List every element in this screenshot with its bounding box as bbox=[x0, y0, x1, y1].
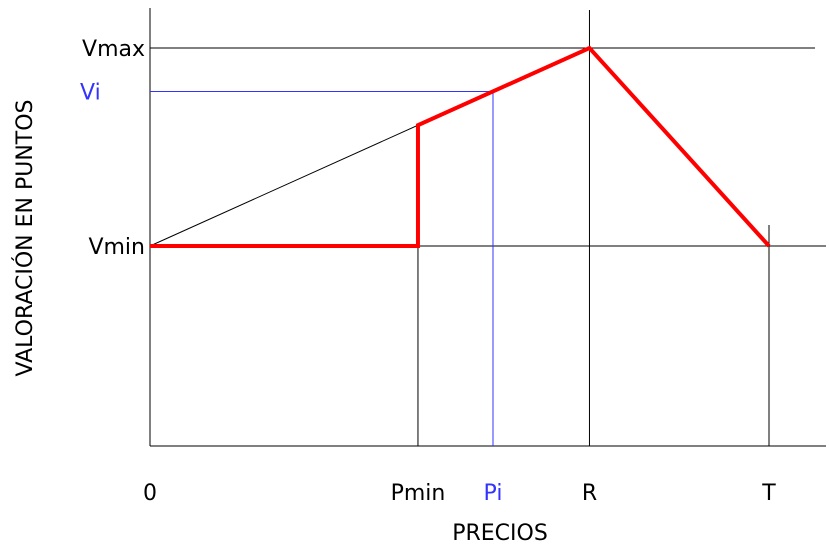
grid-lines bbox=[150, 10, 826, 446]
x-tick-label-r: R bbox=[582, 481, 597, 506]
valuation-series-line bbox=[150, 45, 771, 248]
x-tick-labels: 0 Pmin Pi R T bbox=[143, 481, 776, 506]
reference-line-1 bbox=[150, 91, 494, 446]
series-layer bbox=[150, 45, 771, 248]
x-tick-label-t: T bbox=[761, 481, 776, 506]
y-tick-labels: Vmin Vi Vmax bbox=[80, 37, 145, 260]
y-tick-label-vmax: Vmax bbox=[82, 37, 145, 62]
axes bbox=[149, 8, 826, 447]
y-tick-label-vi: Vi bbox=[80, 81, 101, 106]
reference-line-0 bbox=[149, 124, 419, 247]
x-axis-label: PRECIOS bbox=[452, 521, 548, 546]
x-tick-label-pmin: Pmin bbox=[391, 481, 446, 506]
x-tick-label-pi: Pi bbox=[484, 481, 503, 506]
y-axis-label: VALORACIÓN EN PUNTOS bbox=[12, 99, 38, 376]
reference-lines bbox=[149, 91, 494, 446]
y-tick-label-vmin: Vmin bbox=[88, 235, 145, 260]
x-tick-label-0: 0 bbox=[143, 481, 157, 506]
